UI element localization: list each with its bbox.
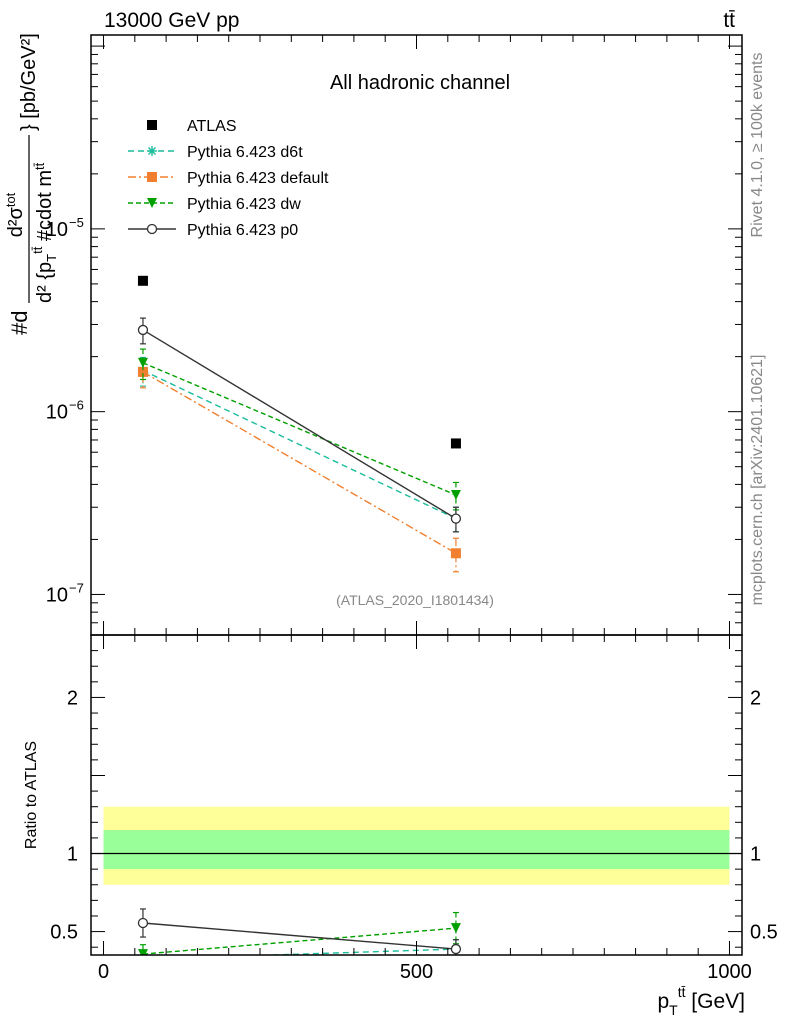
series-0-main-point-0 bbox=[137, 275, 148, 286]
y-ratio-tick-label-right-0: 0.5 bbox=[750, 922, 778, 944]
y-label-denominator: d² {pTtt̄ #cdot mtt̄ bbox=[30, 162, 59, 303]
y-axis-label-main: #d d²σtot d² {pTtt̄ #cdot mtt̄ } [pb/GeV… bbox=[3, 33, 59, 335]
y-ratio-tick-label-left-1: 1 bbox=[67, 844, 78, 866]
legend-label-3: Pythia 6.423 dw bbox=[187, 196, 301, 213]
y-main-tick-exp-0: −7 bbox=[69, 580, 84, 595]
x-tick-label-1: 500 bbox=[400, 961, 433, 983]
y-main-tick-label-2: 10 bbox=[46, 219, 68, 241]
y-ratio-tick-label-right-2: 2 bbox=[750, 687, 761, 709]
ratio-frame bbox=[90, 634, 743, 956]
y-label-numerator: d²σtot bbox=[3, 192, 27, 237]
legend-marker-1-d2 bbox=[148, 147, 156, 155]
legend-label-1: Pythia 6.423 d6t bbox=[187, 144, 303, 161]
series-4-main-point-1 bbox=[450, 513, 462, 524]
series-2-main-line bbox=[142, 371, 457, 554]
series-1-ratio-line bbox=[251, 948, 456, 955]
series-3-main-point-1 bbox=[450, 490, 461, 501]
legend-label-2: Pythia 6.423 default bbox=[187, 170, 329, 187]
series-2-ratio-point-1 bbox=[451, 965, 461, 975]
legend: ATLAS Pythia 6.423 d6t Pythia 6.423 defaul… bbox=[128, 118, 329, 239]
x-tick-label-0: 0 bbox=[98, 961, 109, 983]
legend-label-0: ATLAS bbox=[187, 118, 237, 135]
legend-label-4: Pythia 6.423 p0 bbox=[187, 222, 298, 239]
analysis-label: (ATLAS_2020_I1801434) bbox=[336, 592, 494, 608]
ratio-band-inner bbox=[103, 830, 730, 870]
main-plot bbox=[137, 275, 462, 573]
series-0-main-point-1 bbox=[450, 438, 461, 449]
y-main-tick-exp-1: −6 bbox=[69, 398, 84, 413]
energy-label: 13000 GeV pp bbox=[104, 9, 239, 32]
series-1-ratio-point-0-d2 bbox=[139, 956, 146, 963]
mcplots-label: mcplots.cern.ch [arXiv:2401.10621] bbox=[749, 355, 766, 606]
legend-marker-3 bbox=[147, 198, 157, 208]
series-3-ratio-line bbox=[142, 927, 456, 955]
y-ratio-tick-label-right-1: 1 bbox=[750, 844, 761, 866]
ratio-bands bbox=[91, 806, 742, 885]
series-2-main-point-1 bbox=[450, 548, 461, 559]
y-label-prefix: #d bbox=[7, 311, 32, 335]
y-main-tick-exp-2: −5 bbox=[69, 215, 84, 230]
legend-marker-2 bbox=[147, 172, 157, 182]
legend-marker-1 bbox=[147, 146, 157, 156]
series-4-main-line bbox=[142, 329, 457, 520]
y-axis-label-ratio: Ratio to ATLAS bbox=[23, 741, 40, 849]
legend-marker-0 bbox=[147, 120, 157, 130]
series-2-ratio-point-0 bbox=[138, 955, 148, 965]
chart-title: All hadronic channel bbox=[330, 72, 510, 94]
series-3-main-line bbox=[142, 362, 457, 496]
series-4-ratio-line bbox=[142, 922, 456, 950]
process-label: tt̄ bbox=[723, 9, 735, 32]
series-1-main-line bbox=[142, 369, 457, 520]
series-2-main-point-0 bbox=[137, 366, 148, 377]
legend-marker-4 bbox=[146, 223, 158, 235]
y-main-tick-label-1: 10 bbox=[46, 402, 68, 424]
series-3-ratio-point-1 bbox=[450, 923, 461, 934]
series-4-ratio-point-1 bbox=[450, 943, 462, 955]
x-axis-label: pTtt̄ [GeV] bbox=[657, 984, 745, 1018]
x-tick-label-2: 1000 bbox=[707, 961, 752, 983]
y-main-tick-label-0: 10 bbox=[46, 584, 68, 606]
y-label-closing: } [pb/GeV²] bbox=[18, 33, 40, 131]
y-ratio-tick-label-left-2: 2 bbox=[67, 687, 78, 709]
series-4-ratio-point-0 bbox=[137, 917, 149, 929]
rivet-label: Rivet 4.1.0, ≥ 100k events bbox=[749, 53, 766, 238]
series-4-main-point-0 bbox=[137, 324, 149, 336]
series-1-ratio-point-0-d1 bbox=[139, 956, 146, 963]
y-ratio-tick-label-left-0: 0.5 bbox=[50, 922, 78, 944]
series-3-ratio-point-0 bbox=[137, 949, 148, 955]
series-3-main-point-0 bbox=[137, 357, 148, 368]
